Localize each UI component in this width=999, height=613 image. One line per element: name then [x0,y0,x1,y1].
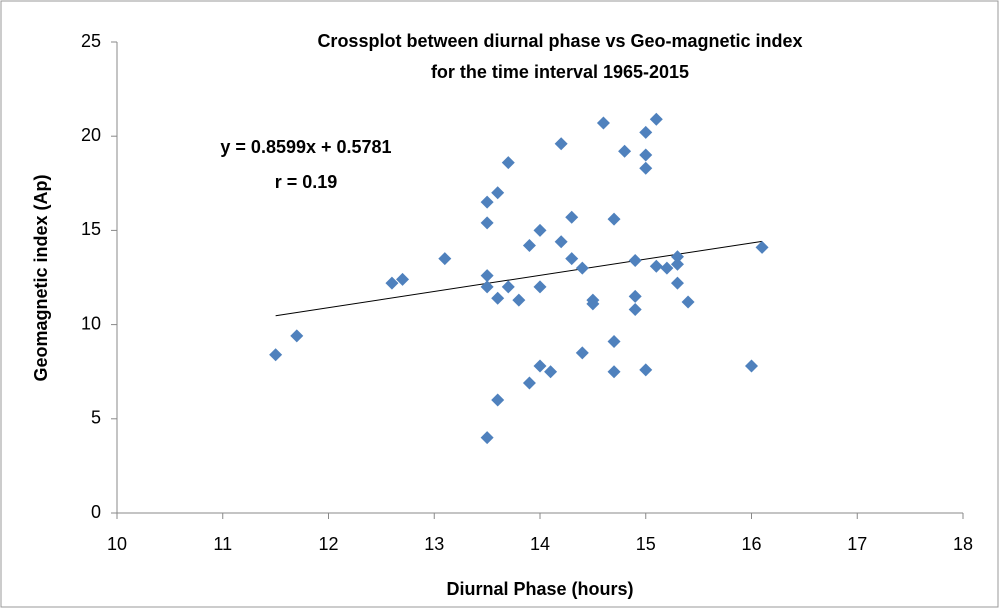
point [512,293,526,307]
point [586,297,600,311]
point [628,289,642,303]
y-tick-label: 15 [81,219,101,239]
y-axis-title: Geomagnetic index (Ap) [31,174,51,381]
x-tick-label: 10 [107,534,127,554]
point [438,252,452,266]
point [533,280,547,294]
point [565,210,579,224]
point [649,112,663,126]
point [639,125,653,139]
point [533,359,547,373]
point [607,212,621,226]
point [607,365,621,379]
x-tick-label: 11 [213,534,232,554]
y-tick-label: 25 [81,31,101,51]
point [480,195,494,209]
chart-subtitle: for the time interval 1965-2015 [431,62,689,82]
equation: y = 0.8599x + 0.5781 [220,137,391,157]
point [649,259,663,273]
point [290,329,304,343]
point [596,116,610,130]
point [480,280,494,294]
point [385,276,399,290]
point [755,240,769,254]
point [639,161,653,175]
point [607,335,621,349]
point [660,261,674,275]
point [565,252,579,266]
point [575,346,589,360]
point [544,365,558,379]
point [575,261,589,275]
point [501,156,515,170]
x-tick-label: 15 [636,534,656,554]
point [396,272,410,286]
point [639,363,653,377]
x-tick-label: 14 [530,534,550,554]
point [628,303,642,317]
x-tick-label: 17 [847,534,867,554]
y-tick-label: 0 [91,502,101,522]
point [533,223,547,237]
point [522,376,536,390]
x-axis-title: Diurnal Phase (hours) [446,579,633,599]
trendline [275,240,763,317]
point [670,250,684,264]
x-tick-label: 18 [953,534,973,554]
y-tick-label: 5 [91,408,101,428]
point [745,359,758,373]
chart-title: Crossplot between diurnal phase vs Geo-m… [317,31,802,51]
point [269,348,283,362]
point [639,148,653,162]
point [522,238,536,252]
point [554,137,568,151]
x-tick-label: 13 [424,534,444,554]
y-tick-label: 20 [81,125,101,145]
point [491,291,505,305]
point [681,295,695,309]
point [554,235,568,249]
r-value: r = 0.19 [275,172,338,192]
point [491,186,505,200]
point [491,393,505,407]
point [480,431,494,445]
point [480,216,494,230]
y-tick-label: 10 [81,313,101,333]
point [501,280,515,294]
point [670,257,684,271]
point [480,269,494,283]
point [628,254,642,268]
x-tick-label: 12 [318,534,338,554]
x-tick-label: 16 [741,534,761,554]
point [670,276,684,290]
point [618,144,632,158]
